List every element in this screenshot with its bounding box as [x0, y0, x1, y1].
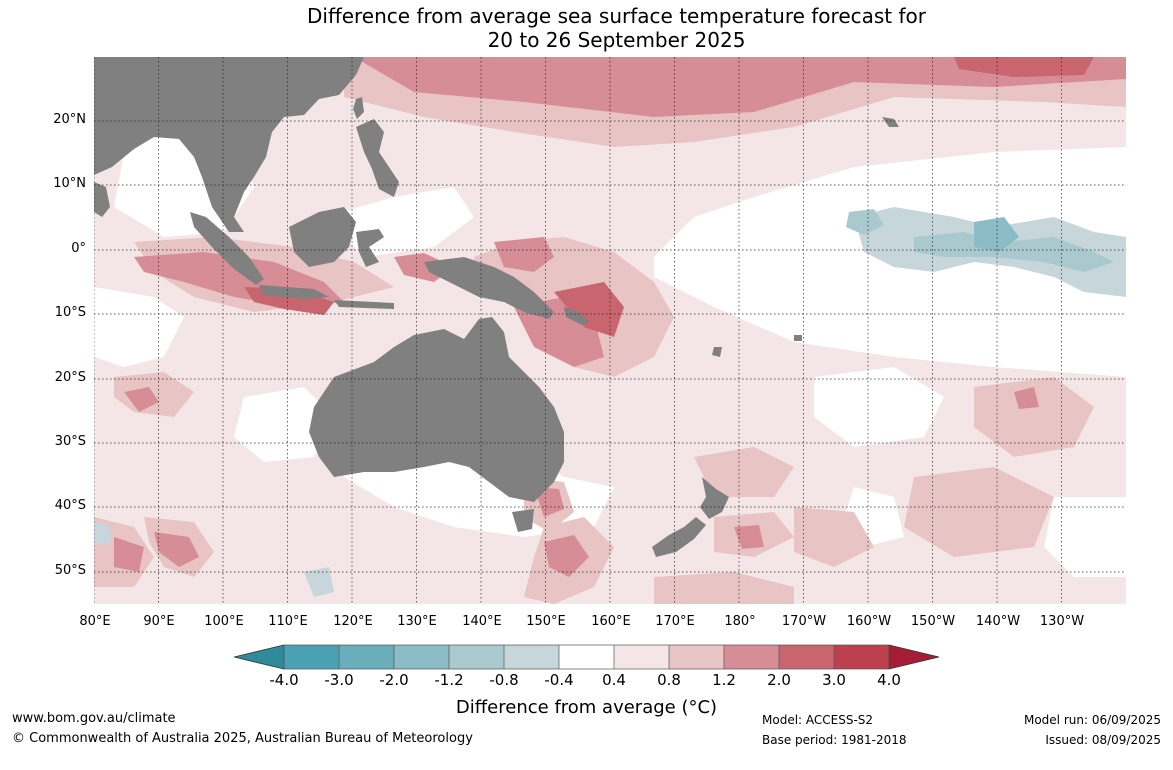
lat-label-10n: 10°N [53, 176, 86, 191]
colorbar-segment-2 [339, 645, 394, 669]
colorbar-label: Difference from average (°C) [455, 697, 718, 718]
lon-label-170e: 170°E [655, 614, 695, 629]
lon-label-120e: 120°E [333, 614, 373, 629]
colorbar-tick-11: 3.0 [822, 671, 846, 689]
lon-label-90e: 90°E [143, 614, 175, 629]
lon-label-160w: 160°W [846, 614, 892, 629]
colorbar [234, 644, 940, 670]
lon-label-110e: 110°E [268, 614, 308, 629]
model-text: Model: ACCESS-S2 [762, 713, 874, 727]
colorbar-tick-7: 0.4 [602, 671, 626, 689]
colorbar-under-arrow [234, 644, 285, 670]
colorbar-segment-4 [449, 645, 504, 669]
copyright-text: © Commonwealth of Australia 2025, Austra… [12, 731, 473, 746]
lon-label-100e: 100°E [204, 614, 244, 629]
colorbar-tick-6: -0.4 [544, 671, 574, 689]
map-title: Difference from average sea surface temp… [0, 4, 1173, 52]
colorbar-tick-12: 4.0 [877, 671, 901, 689]
lon-label-150e: 150°E [526, 614, 566, 629]
colorbar-segment-9 [724, 645, 779, 669]
map-canvas [94, 57, 1126, 604]
lon-label-130w: 130°W [1039, 614, 1085, 629]
colorbar-tick-9: 1.2 [712, 671, 736, 689]
colorbar-tick-8: 0.8 [657, 671, 681, 689]
title-line-2: 20 to 26 September 2025 [487, 28, 746, 52]
colorbar-segment-1 [284, 645, 339, 669]
website-text: www.bom.gov.au/climate [12, 711, 176, 726]
lon-label-150w: 150°W [910, 614, 956, 629]
colorbar-tick-3: -2.0 [379, 671, 409, 689]
lon-label-80e: 80°E [79, 614, 111, 629]
model-run-text: Model run: 06/09/2025 [1023, 713, 1161, 727]
graticule [94, 57, 1126, 604]
land [94, 57, 899, 557]
colorbar-tick-5: -0.8 [489, 671, 519, 689]
colorbar-tick-4: -1.2 [434, 671, 464, 689]
lat-label-50s: 50°S [54, 563, 86, 578]
title-line-1: Difference from average sea surface temp… [306, 4, 926, 28]
lat-label-20n: 20°N [53, 112, 86, 127]
lat-label-0: 0° [71, 241, 86, 256]
colorbar-segment-7 [614, 645, 669, 669]
colorbar-segment-3 [394, 645, 449, 669]
colorbar-over-arrow [888, 644, 940, 670]
sst-anomaly-map [94, 57, 1126, 604]
lat-label-20s: 20°S [54, 370, 86, 385]
colorbar-tick-2: -3.0 [324, 671, 354, 689]
issued-text: Issued: 08/09/2025 [1045, 733, 1161, 747]
lon-label-140e: 140°E [462, 614, 502, 629]
anomaly-fields [94, 57, 1126, 604]
lon-label-140w: 140°W [975, 614, 1021, 629]
base-period-text: Base period: 1981-2018 [762, 733, 907, 747]
colorbar-tick-10: 2.0 [767, 671, 791, 689]
lon-label-130e: 130°E [397, 614, 437, 629]
colorbar-segment-6 [559, 645, 614, 669]
lon-label-170w: 170°W [781, 614, 827, 629]
colorbar-segment-10 [779, 645, 834, 669]
colorbar-tick-1: -4.0 [269, 671, 299, 689]
lat-label-30s: 30°S [54, 434, 86, 449]
colorbar-segment-11 [834, 645, 889, 669]
lat-label-40s: 40°S [54, 498, 86, 513]
lon-label-160e: 160°E [591, 614, 631, 629]
lon-label-180: 180° [724, 614, 756, 629]
colorbar-segment-5 [504, 645, 559, 669]
colorbar-segment-8 [669, 645, 724, 669]
lat-label-10s: 10°S [54, 305, 86, 320]
